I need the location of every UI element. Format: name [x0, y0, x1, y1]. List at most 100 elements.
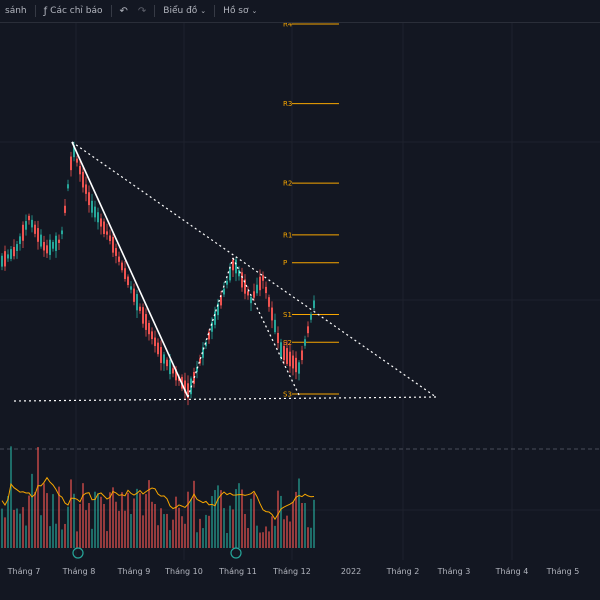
time-axis-label: Tháng 9	[117, 567, 151, 576]
leg-1-line[interactable]	[71, 141, 189, 398]
volume-bar	[205, 514, 207, 548]
candle-body	[250, 296, 252, 304]
candle-body	[97, 212, 99, 223]
candle-body	[268, 297, 270, 307]
candle-body	[64, 205, 66, 213]
time-axis-label: Tháng 5	[546, 567, 580, 576]
candle-body	[28, 215, 30, 221]
profile-menu-label: Hồ sơ	[223, 6, 249, 16]
triangle-upper-line[interactable]	[71, 141, 437, 398]
candle-body	[94, 206, 96, 218]
volume-bar	[46, 493, 48, 548]
volume-bar	[208, 515, 210, 548]
time-axis-label: Tháng 3	[437, 567, 471, 576]
chart-menu-button[interactable]: Biểu đồ ⌄	[158, 6, 211, 16]
candle-body	[61, 230, 63, 235]
volume-bar	[76, 531, 78, 548]
volume-bar	[217, 485, 219, 548]
candle-body	[175, 369, 177, 381]
candle-body	[40, 234, 42, 247]
redo-button[interactable]: ↷	[133, 6, 151, 17]
volume-bar	[169, 530, 171, 548]
pivot-label-r2: R2	[283, 180, 292, 188]
candle-body	[163, 354, 165, 364]
candle-body	[142, 307, 144, 324]
candle-body	[187, 383, 189, 399]
candle-body	[205, 342, 207, 347]
candle-body	[46, 245, 48, 254]
volume-bar	[58, 486, 60, 548]
candle-body	[256, 284, 258, 294]
volume-bar	[112, 487, 114, 548]
candle-body	[19, 236, 21, 244]
volume-bar	[244, 514, 246, 548]
volume-bar	[136, 488, 138, 548]
volume-bar	[22, 507, 24, 548]
signal-marker-icon[interactable]	[230, 547, 242, 559]
leg-3-line[interactable]	[232, 257, 301, 398]
time-axis: Tháng 7 Tháng 8 Tháng 9 Tháng 10 Tháng 11 Thá…	[7, 567, 580, 576]
volume-bar	[43, 483, 45, 548]
volume-bar	[241, 489, 243, 548]
candle-body	[166, 359, 168, 367]
volume-bar	[178, 507, 180, 548]
candle-body	[127, 276, 129, 286]
candle-body	[43, 241, 45, 251]
volume-bar	[106, 531, 108, 548]
compare-button[interactable]: sánh	[0, 6, 32, 16]
volume-bar	[73, 493, 75, 548]
candle-body	[76, 158, 78, 163]
indicators-button[interactable]: ƒ Các chỉ báo	[39, 6, 108, 17]
candle-body	[106, 231, 108, 235]
candle-body	[307, 326, 309, 334]
volume-bar	[40, 515, 42, 548]
undo-icon: ↶	[119, 5, 128, 17]
support-line[interactable]	[13, 396, 437, 402]
candle-body	[274, 319, 276, 333]
volume-bar	[64, 523, 66, 548]
candle-body	[37, 228, 39, 242]
candle-body	[13, 246, 15, 257]
signal-marker-icon[interactable]	[72, 547, 84, 559]
volume-bar	[271, 516, 273, 548]
chart-menu-label: Biểu đồ	[163, 6, 198, 16]
undo-button[interactable]: ↶	[115, 6, 133, 17]
pivot-label-r1: R1	[283, 231, 292, 239]
volume-bar	[313, 499, 315, 548]
candle-body	[73, 145, 75, 158]
volume-bar	[232, 509, 234, 548]
volume-bar	[25, 525, 27, 548]
volume-bar	[292, 502, 294, 548]
volume-bar	[190, 499, 192, 548]
candle-body	[115, 248, 117, 256]
volume-bar	[4, 517, 6, 548]
time-axis-label: Tháng 2	[386, 567, 420, 576]
candle-body	[91, 200, 93, 213]
volume-bar	[100, 496, 102, 548]
volume-bar	[196, 532, 198, 548]
volume-bar	[160, 508, 162, 548]
candle-body	[277, 332, 279, 344]
volume-bar	[94, 491, 96, 548]
candle-body	[217, 303, 219, 316]
candle-body	[295, 357, 297, 373]
candle-body	[298, 362, 300, 374]
toolbar-divider	[110, 5, 112, 17]
volume-bar	[109, 492, 111, 548]
volume-bar	[274, 525, 276, 548]
candle-body	[109, 235, 111, 242]
leg-2-line[interactable]	[187, 257, 234, 398]
toolbar-divider	[154, 5, 156, 17]
volume-bar	[235, 489, 237, 548]
volume-bar	[85, 510, 87, 548]
candle-body	[55, 235, 57, 251]
candle-body	[145, 314, 147, 330]
volume-bar	[163, 514, 165, 548]
indicators-label: Các chỉ báo	[50, 6, 103, 16]
volume-bar	[67, 506, 69, 548]
profile-menu-button[interactable]: Hồ sơ ⌄	[218, 6, 262, 16]
volume-bar	[280, 495, 282, 548]
volume-bar	[70, 479, 72, 548]
trend-drawings[interactable]	[13, 141, 437, 402]
